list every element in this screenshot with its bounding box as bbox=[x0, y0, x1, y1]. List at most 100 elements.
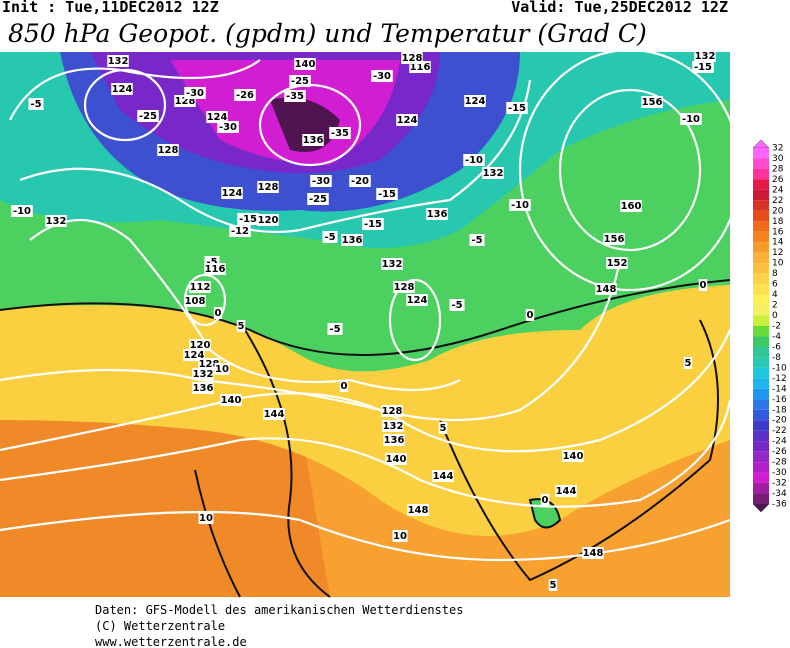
label-bg bbox=[204, 263, 226, 275]
contour-label: 140 bbox=[563, 451, 584, 462]
contour-label: 140 bbox=[295, 59, 316, 70]
contour-label: 132 bbox=[383, 421, 404, 432]
mild-zone bbox=[0, 280, 730, 536]
color-band bbox=[753, 451, 769, 463]
label-bg bbox=[382, 420, 404, 432]
label-bg bbox=[107, 55, 129, 67]
contour bbox=[518, 48, 742, 292]
color-bar-label: -22 bbox=[772, 426, 787, 436]
label-bg bbox=[217, 121, 239, 133]
contour-label: 160 bbox=[621, 201, 642, 212]
color-bar-label: -16 bbox=[772, 395, 787, 405]
contour-label: -20 bbox=[351, 176, 369, 187]
color-bar-label: 2 bbox=[772, 301, 778, 311]
contour-label: 5 bbox=[440, 423, 447, 434]
label-bg bbox=[362, 218, 384, 230]
label-bg bbox=[562, 450, 584, 462]
contour-label: -5 bbox=[206, 257, 217, 268]
contour-label: 148 bbox=[583, 548, 604, 559]
color-band bbox=[753, 462, 769, 473]
color-band bbox=[753, 472, 769, 484]
contour-label: -15 bbox=[694, 62, 712, 73]
color-bar-label: 18 bbox=[772, 217, 784, 227]
color-band bbox=[753, 483, 769, 494]
label-bg bbox=[438, 422, 448, 434]
footer-line: www.wetterzentrale.de bbox=[95, 635, 247, 648]
color-band bbox=[753, 388, 769, 400]
label-bg bbox=[329, 127, 351, 139]
label-bg bbox=[189, 339, 211, 351]
label-bg bbox=[449, 299, 465, 311]
contour bbox=[0, 399, 732, 508]
contour-label: 0 bbox=[700, 280, 707, 291]
valid-time: Valid: Tue,25DEC2012 12Z bbox=[511, 0, 728, 16]
label-bg bbox=[506, 102, 528, 114]
label-bg bbox=[11, 205, 33, 217]
contour-label: 144 bbox=[556, 486, 577, 497]
contour-label: -15 bbox=[378, 189, 396, 200]
color-band bbox=[753, 273, 769, 285]
contour-label: 136 bbox=[342, 235, 363, 246]
label-bg bbox=[284, 90, 306, 102]
color-bar-label: 10 bbox=[772, 259, 784, 269]
label-bg bbox=[294, 58, 316, 70]
color-bar-label: 32 bbox=[772, 144, 783, 154]
label-bg bbox=[540, 494, 550, 506]
contour bbox=[9, 59, 261, 121]
contour-label: -5 bbox=[30, 99, 41, 110]
color-bar-label: 4 bbox=[772, 290, 778, 300]
contour-label: -5 bbox=[471, 235, 482, 246]
color-band bbox=[753, 430, 769, 442]
contour-label: -30 bbox=[219, 122, 237, 133]
label-bg bbox=[469, 234, 485, 246]
color-bar-label: -20 bbox=[772, 416, 787, 426]
label-bg bbox=[307, 193, 329, 205]
label-bg bbox=[582, 547, 604, 559]
contour-label: 132 bbox=[483, 168, 504, 179]
contour-label: 140 bbox=[221, 395, 242, 406]
title: 850 hPa Geopot. (gpdm) und Temperatur (G… bbox=[8, 19, 647, 48]
label-bg bbox=[327, 323, 343, 335]
color-band bbox=[753, 305, 769, 316]
color-band bbox=[753, 252, 769, 264]
contour-label: -5 bbox=[329, 324, 340, 335]
contour-label: 140 bbox=[386, 454, 407, 465]
color-bar-label: -32 bbox=[772, 479, 787, 489]
contour bbox=[0, 329, 732, 453]
isotherm bbox=[194, 469, 241, 598]
color-bar-label: -6 bbox=[772, 342, 781, 352]
contour-label: 156 bbox=[642, 97, 663, 108]
label-bg bbox=[680, 113, 702, 125]
label-bg bbox=[221, 187, 243, 199]
label-bg bbox=[393, 281, 415, 293]
color-bar-label: 30 bbox=[772, 154, 784, 164]
label-bg bbox=[385, 453, 407, 465]
label-bg bbox=[289, 75, 311, 87]
label-bg bbox=[192, 382, 214, 394]
label-bg bbox=[548, 579, 558, 591]
label-bg bbox=[28, 98, 44, 110]
color-band bbox=[753, 357, 769, 368]
contour-label: 128 bbox=[175, 96, 196, 107]
contour-label: 128 bbox=[199, 359, 220, 370]
color-bar-label: 14 bbox=[772, 238, 784, 248]
contour-label: 124 bbox=[184, 350, 205, 361]
label-bg bbox=[401, 52, 423, 64]
contour-label: 108 bbox=[185, 296, 206, 307]
label-bg bbox=[683, 357, 693, 369]
contour-label: 128 bbox=[402, 53, 423, 64]
label-bg bbox=[381, 405, 403, 417]
label-bg bbox=[392, 530, 408, 542]
contour-label: 136 bbox=[303, 135, 324, 146]
label-bg bbox=[229, 225, 251, 237]
contour-label: 148 bbox=[596, 284, 617, 295]
contour-label: 136 bbox=[427, 209, 448, 220]
color-bar-label: -8 bbox=[772, 353, 781, 363]
label-bg bbox=[234, 89, 256, 101]
color-band bbox=[753, 378, 769, 389]
label-bg bbox=[198, 512, 214, 524]
contour-label: 128 bbox=[394, 282, 415, 293]
